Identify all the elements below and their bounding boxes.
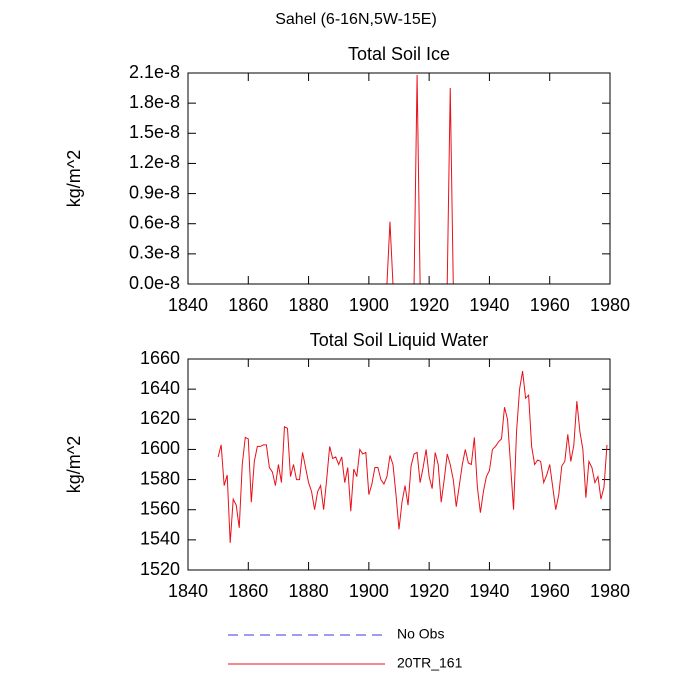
x-tick-label: 1840 — [168, 581, 208, 601]
y-tick-label: 1660 — [140, 348, 180, 368]
y-tick-label: 1600 — [140, 438, 180, 458]
x-tick-label: 1880 — [289, 581, 329, 601]
panel-title: Total Soil Liquid Water — [310, 330, 488, 350]
y-tick-label: 1.5e-8 — [129, 122, 180, 142]
y-axis-label: kg/m^2 — [64, 436, 84, 493]
x-tick-label: 1980 — [590, 295, 630, 315]
y-tick-label: 0.9e-8 — [129, 182, 180, 202]
y-tick-label: 1520 — [140, 559, 180, 579]
plot-frame — [187, 358, 611, 571]
y-axis-label: kg/m^2 — [64, 150, 84, 207]
legend-label: No Obs — [397, 626, 444, 642]
figure-title: Sahel (6-16N,5W-15E) — [275, 11, 437, 28]
y-tick-label: 0.0e-8 — [129, 273, 180, 293]
x-tick-label: 1980 — [590, 581, 630, 601]
y-tick-label: 1620 — [140, 408, 180, 428]
y-tick-label: 0.3e-8 — [129, 243, 180, 263]
y-tick-label: 1540 — [140, 529, 180, 549]
panel-title: Total Soil Ice — [348, 44, 450, 64]
x-tick-label: 1880 — [289, 295, 329, 315]
x-tick-label: 1840 — [168, 295, 208, 315]
y-tick-label: 1580 — [140, 468, 180, 488]
x-tick-label: 1940 — [469, 295, 509, 315]
y-tick-label: 1.2e-8 — [129, 152, 180, 172]
legend-label: 20TR_161 — [397, 655, 463, 671]
y-tick-label: 2.1e-8 — [129, 62, 180, 82]
x-tick-label: 1860 — [228, 295, 268, 315]
x-tick-label: 1900 — [349, 581, 389, 601]
data-line — [217, 370, 608, 543]
x-tick-label: 1900 — [349, 295, 389, 315]
y-tick-label: 0.6e-8 — [129, 212, 180, 232]
y-tick-label: 1.8e-8 — [129, 92, 180, 112]
plot-frame — [187, 72, 611, 285]
x-tick-label: 1940 — [469, 581, 509, 601]
x-tick-label: 1960 — [530, 581, 570, 601]
y-tick-label: 1640 — [140, 378, 180, 398]
x-tick-label: 1860 — [228, 581, 268, 601]
x-tick-label: 1920 — [409, 581, 449, 601]
y-tick-label: 1560 — [140, 498, 180, 518]
x-tick-label: 1920 — [409, 295, 449, 315]
data-line — [218, 75, 601, 285]
x-tick-label: 1960 — [530, 295, 570, 315]
